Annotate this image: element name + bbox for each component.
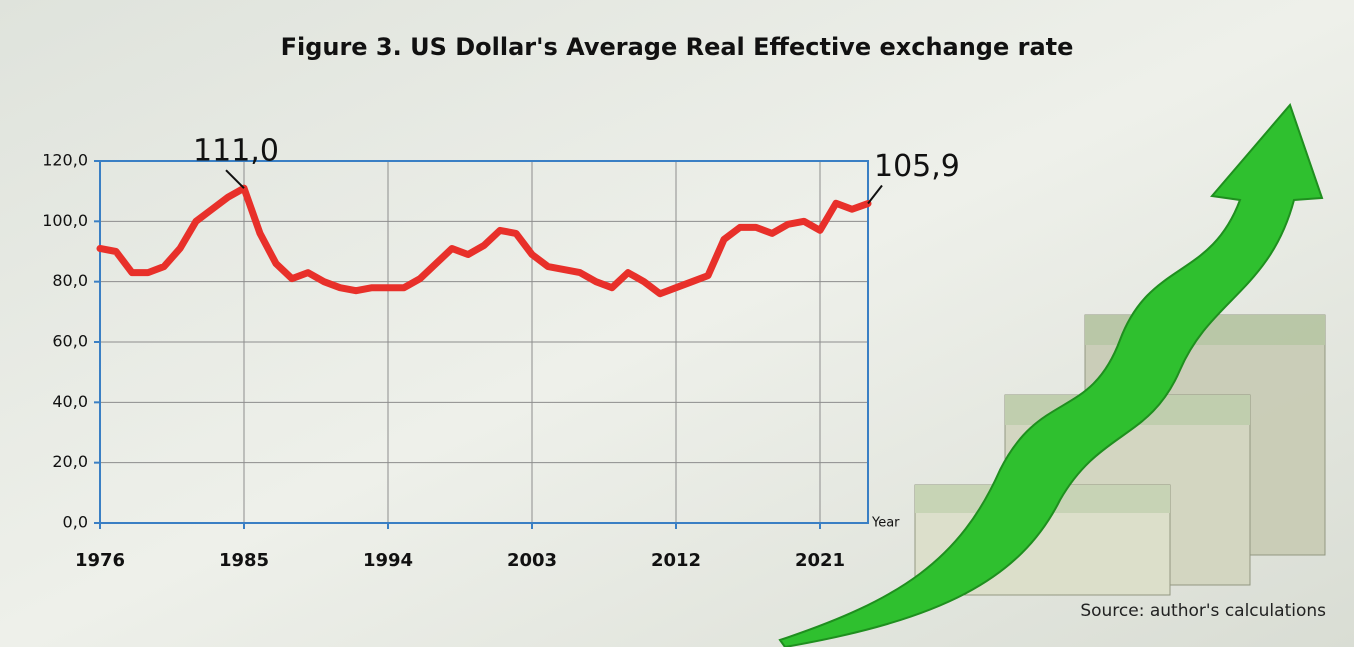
x-tick-label: 2003 [507,550,557,571]
y-tick-label: 20,0 [52,452,88,471]
data-label: 105,9 [874,149,960,184]
chart-title: Figure 3. US Dollar's Average Real Effec… [281,33,1074,61]
y-tick-label: 40,0 [52,392,88,411]
y-tick-label: 0,0 [63,513,88,532]
x-axis-label: Year [871,516,900,531]
x-tick-label: 1994 [363,550,413,571]
y-tick-label: 100,0 [42,211,88,230]
source: Source: author's calculations [1080,601,1326,621]
y-tick-label: 80,0 [52,271,88,290]
y-tick-label: 60,0 [52,332,88,351]
y-tick-label: 120,0 [42,151,88,170]
x-tick-label: 1985 [219,550,269,571]
x-tick-label: 2021 [795,550,845,571]
x-tick-label: 2012 [651,550,701,571]
chart: Figure 3. US Dollar's Average Real Effec… [0,0,1354,647]
x-tick-label: 1976 [75,550,125,571]
data-label: 111,0 [193,134,279,169]
